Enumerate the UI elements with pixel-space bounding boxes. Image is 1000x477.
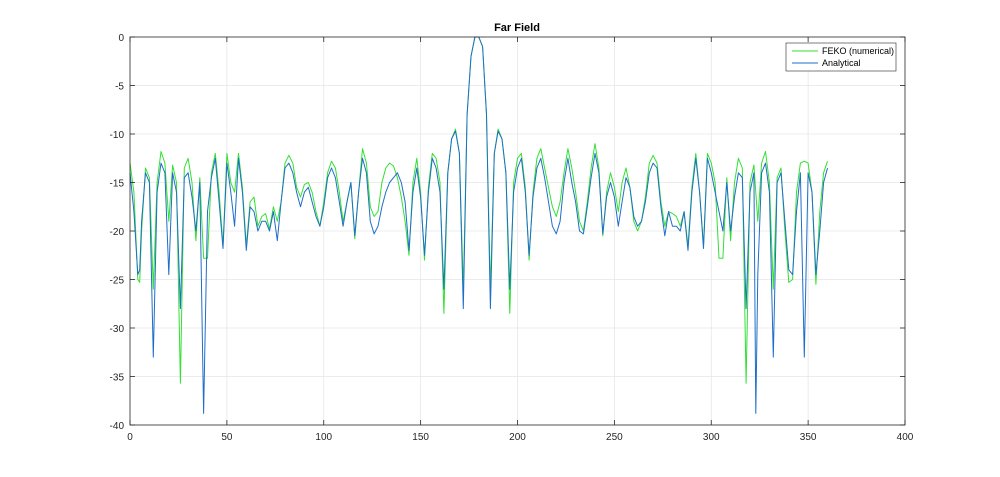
- x-tick-label: 300: [703, 432, 720, 443]
- y-tick-label: -20: [110, 227, 125, 238]
- y-tick-label: -35: [110, 373, 125, 384]
- y-tick-label: 0: [118, 33, 124, 44]
- x-tick-label: 0: [127, 432, 133, 443]
- y-tick-label: -40: [110, 421, 125, 432]
- chart-title: Far Field: [494, 22, 540, 34]
- x-tick-label: 350: [800, 432, 817, 443]
- x-tick-label: 250: [606, 432, 623, 443]
- x-tick-label: 100: [315, 432, 332, 443]
- y-tick-label: -15: [110, 179, 125, 190]
- y-tick-label: -30: [110, 324, 125, 335]
- x-tick-label: 50: [221, 432, 233, 443]
- legend-box: [785, 42, 897, 72]
- y-axis: 0 -5 -10 -15 -20 -25 -30 -35 -40: [110, 33, 905, 432]
- y-tick-label: -10: [110, 130, 125, 141]
- x-tick-label: 150: [412, 432, 429, 443]
- y-tick-label: -25: [110, 276, 125, 287]
- x-axis: 0 50 100 150 200 250 300 350 400: [127, 37, 914, 443]
- legend-label-analytical: Analytical: [822, 58, 861, 68]
- grid: [130, 37, 905, 425]
- legend-label-feko: FEKO (numerical): [822, 46, 894, 56]
- x-tick-label: 200: [509, 432, 526, 443]
- legend: FEKO (numerical) Analytical: [785, 42, 897, 72]
- x-tick-label: 400: [897, 432, 914, 443]
- y-tick-label: -5: [115, 82, 124, 93]
